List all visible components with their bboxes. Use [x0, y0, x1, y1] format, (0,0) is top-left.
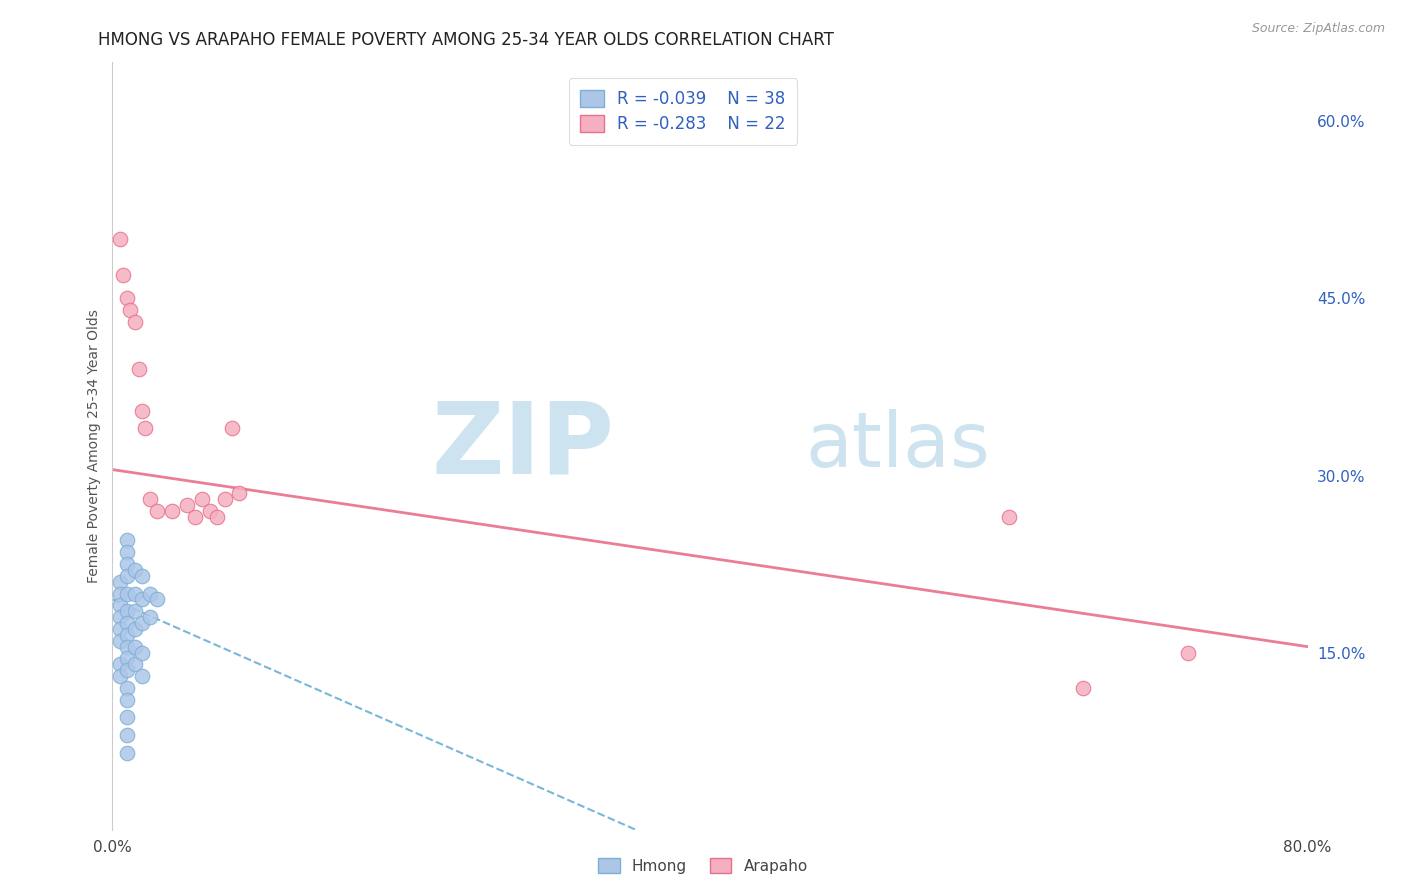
- Point: [124, 640, 146, 654]
- Point: [117, 545, 139, 559]
- Point: [120, 303, 142, 318]
- Y-axis label: Female Poverty Among 25-34 Year Olds: Female Poverty Among 25-34 Year Olds: [87, 309, 101, 583]
- Point: [117, 533, 139, 548]
- Point: [117, 604, 139, 618]
- Point: [183, 509, 205, 524]
- Point: [139, 492, 162, 507]
- Point: [117, 292, 139, 306]
- Text: Source: ZipAtlas.com: Source: ZipAtlas.com: [1251, 22, 1385, 36]
- Point: [108, 633, 131, 648]
- Text: ZIP: ZIP: [432, 398, 614, 494]
- Point: [131, 592, 153, 607]
- Legend: R = -0.039    N = 38, R = -0.283    N = 22: R = -0.039 N = 38, R = -0.283 N = 22: [569, 78, 797, 145]
- Point: [146, 592, 169, 607]
- Point: [131, 569, 153, 583]
- Point: [134, 421, 156, 435]
- Text: atlas: atlas: [806, 409, 990, 483]
- Point: [146, 504, 169, 518]
- Point: [131, 615, 153, 630]
- Point: [124, 604, 146, 618]
- Point: [131, 669, 153, 683]
- Point: [176, 498, 198, 512]
- Point: [108, 610, 131, 624]
- Point: [139, 586, 162, 600]
- Point: [162, 504, 183, 518]
- Point: [108, 622, 131, 636]
- Point: [205, 509, 228, 524]
- Point: [117, 651, 139, 665]
- Point: [128, 362, 150, 376]
- Point: [117, 728, 139, 742]
- Point: [124, 586, 146, 600]
- Point: [117, 746, 139, 760]
- Point: [214, 492, 236, 507]
- Point: [108, 232, 131, 246]
- Point: [1177, 646, 1199, 660]
- Point: [117, 569, 139, 583]
- Point: [198, 504, 221, 518]
- Point: [1073, 681, 1095, 695]
- Point: [191, 492, 214, 507]
- Point: [117, 628, 139, 642]
- Point: [221, 421, 243, 435]
- Text: HMONG VS ARAPAHO FEMALE POVERTY AMONG 25-34 YEAR OLDS CORRELATION CHART: HMONG VS ARAPAHO FEMALE POVERTY AMONG 25…: [98, 31, 834, 49]
- Point: [117, 692, 139, 706]
- Point: [131, 403, 153, 417]
- Point: [108, 586, 131, 600]
- Point: [131, 646, 153, 660]
- Point: [139, 610, 162, 624]
- Point: [117, 557, 139, 571]
- Point: [124, 315, 146, 329]
- Point: [228, 486, 250, 500]
- Point: [108, 599, 131, 613]
- Point: [124, 657, 146, 672]
- Legend: Hmong, Arapaho: Hmong, Arapaho: [592, 852, 814, 880]
- Point: [117, 615, 139, 630]
- Point: [108, 574, 131, 589]
- Point: [117, 710, 139, 724]
- Point: [108, 669, 131, 683]
- Point: [124, 563, 146, 577]
- Point: [117, 640, 139, 654]
- Point: [117, 663, 139, 677]
- Point: [998, 509, 1021, 524]
- Point: [124, 622, 146, 636]
- Point: [108, 657, 131, 672]
- Point: [117, 681, 139, 695]
- Point: [117, 586, 139, 600]
- Point: [111, 268, 134, 282]
